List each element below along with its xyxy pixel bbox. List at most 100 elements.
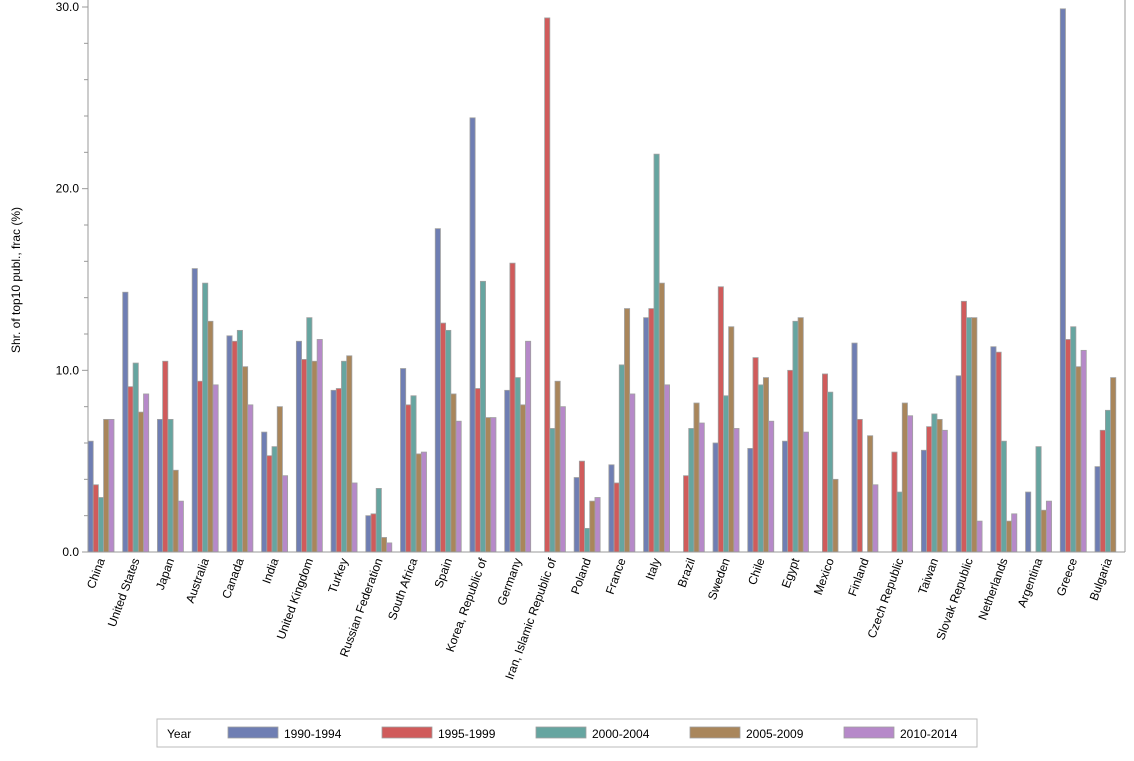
bar (1059, 8, 1066, 553)
bar-group (747, 357, 775, 553)
bar (936, 418, 943, 553)
bar (247, 404, 254, 553)
legend-swatch (689, 726, 741, 739)
bar (920, 449, 927, 553)
bar (380, 537, 387, 553)
bar (191, 268, 198, 553)
x-tick-label: United Kingdom (274, 556, 316, 641)
bar (455, 420, 462, 553)
bar-group (712, 286, 740, 553)
bar (400, 368, 407, 553)
bar (127, 386, 134, 553)
bar (386, 542, 393, 553)
bar (346, 355, 353, 553)
bar-group (434, 228, 462, 553)
bar (375, 488, 382, 553)
bar-group (608, 308, 636, 553)
bar (242, 366, 249, 553)
bar (832, 478, 839, 553)
bar (733, 428, 740, 553)
bar-group (643, 153, 670, 553)
bar (172, 469, 179, 553)
bar (648, 308, 655, 553)
x-tick-label: Chile (745, 556, 768, 587)
x-tick-label: Argentina (1015, 556, 1046, 609)
bar (271, 446, 278, 553)
bar (787, 369, 794, 553)
bar (589, 500, 596, 553)
legend-swatch (843, 726, 895, 739)
bar (712, 442, 719, 553)
bar (490, 417, 497, 553)
bar-group (891, 402, 914, 553)
bar (797, 317, 804, 553)
bar (584, 527, 591, 553)
bar (92, 484, 99, 553)
bar (415, 453, 422, 553)
bar (578, 460, 585, 553)
bar (103, 418, 110, 553)
bar (1006, 520, 1013, 553)
bar (966, 317, 973, 553)
bar-group (1094, 377, 1117, 553)
x-tick-label: Netherlands (975, 556, 1010, 622)
legend-label: 2000-2004 (592, 727, 650, 741)
bar-group (782, 317, 809, 553)
bar (420, 451, 427, 553)
bar (717, 286, 724, 553)
bar (802, 431, 809, 553)
x-tick-label: Poland (568, 556, 594, 596)
bar (330, 389, 337, 553)
bar (98, 497, 105, 553)
bar (827, 391, 834, 553)
bar-group (330, 355, 358, 553)
bar-group (1025, 446, 1052, 553)
bar (282, 475, 289, 553)
bar (683, 475, 690, 553)
bar (335, 388, 342, 553)
bar (469, 117, 476, 553)
bar-group (504, 262, 532, 553)
bar (618, 364, 625, 553)
bar-group (1059, 8, 1087, 553)
bar (971, 317, 978, 553)
bar (1045, 500, 1052, 553)
bar (1099, 429, 1106, 553)
bar (410, 395, 417, 553)
bar-group (469, 117, 497, 553)
bar (955, 375, 962, 553)
x-tick-label: Brazil (675, 556, 698, 589)
bar-group (822, 373, 839, 553)
bar (207, 320, 214, 553)
bar (822, 373, 829, 553)
bar (613, 482, 620, 553)
bar (891, 451, 898, 553)
bar-group (191, 268, 219, 553)
bar (544, 17, 551, 553)
bar (693, 402, 700, 553)
bar (306, 317, 313, 553)
bar (653, 153, 660, 553)
bar (87, 440, 94, 553)
y-tick-label: 30.0 (56, 0, 80, 14)
bar (485, 417, 492, 553)
bar (1110, 377, 1117, 553)
bar-group (87, 418, 115, 553)
bar (752, 357, 759, 553)
bar (434, 228, 441, 553)
bar (608, 464, 615, 553)
bar (624, 308, 631, 553)
bar (351, 482, 358, 553)
legend-label: 2010-2014 (900, 727, 958, 741)
bar (990, 346, 997, 553)
bar (137, 411, 144, 553)
bars-layer (87, 8, 1117, 553)
bar (1105, 409, 1112, 553)
bar (1075, 366, 1082, 553)
bar-group (400, 368, 427, 553)
y-ticks: 0.0 10.0 20.0 30.0 (56, 0, 88, 559)
bar (132, 362, 139, 553)
x-tick-label: Australia (183, 556, 212, 605)
bar (196, 380, 203, 553)
